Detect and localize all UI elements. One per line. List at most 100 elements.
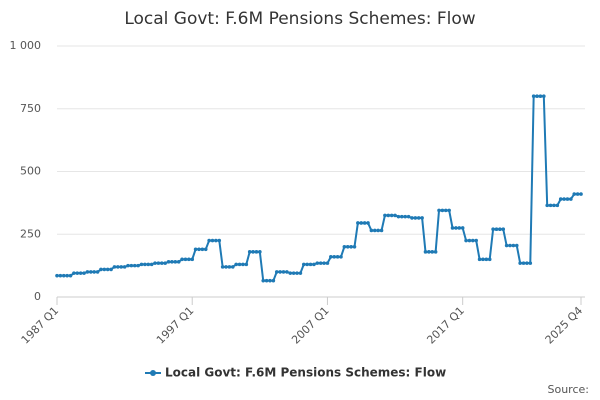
point <box>254 250 259 254</box>
point <box>116 265 120 269</box>
point <box>460 226 465 230</box>
point <box>156 261 161 265</box>
point <box>379 228 384 233</box>
point <box>420 216 424 220</box>
source: Source: <box>548 383 590 396</box>
x-tick-label: 1997 Q1 <box>154 304 197 347</box>
point <box>227 265 232 269</box>
point <box>109 267 113 272</box>
point <box>437 208 441 213</box>
line <box>57 95 581 282</box>
point <box>423 250 428 254</box>
point <box>406 214 411 219</box>
point <box>89 270 93 274</box>
point <box>511 243 516 248</box>
y-tick-label: 0 <box>34 290 41 303</box>
point <box>481 257 485 262</box>
point <box>322 261 326 265</box>
point <box>288 271 293 275</box>
point <box>281 270 286 274</box>
x-tick-label: 1987 Q1 <box>19 304 62 347</box>
point <box>356 221 360 225</box>
point <box>214 238 218 243</box>
point <box>203 247 208 252</box>
point <box>430 250 435 254</box>
point <box>454 226 458 230</box>
point <box>335 255 340 259</box>
point <box>187 257 191 262</box>
point <box>200 247 205 252</box>
point <box>538 94 543 98</box>
point <box>180 257 184 262</box>
point <box>514 243 519 248</box>
point <box>132 263 137 268</box>
point <box>345 245 350 249</box>
point <box>271 278 276 283</box>
point <box>525 261 529 265</box>
point <box>477 257 482 262</box>
point <box>498 227 502 232</box>
point <box>207 238 211 243</box>
point <box>160 261 164 265</box>
point <box>315 261 320 265</box>
point <box>545 203 549 208</box>
point <box>183 257 188 262</box>
point <box>548 203 553 208</box>
point <box>258 250 262 254</box>
point <box>450 226 455 230</box>
point <box>542 94 546 98</box>
point <box>241 262 245 267</box>
point <box>126 263 130 268</box>
point <box>122 265 127 269</box>
point <box>369 228 374 233</box>
point <box>190 257 195 262</box>
point <box>332 255 337 259</box>
point <box>400 214 404 219</box>
point <box>494 227 499 232</box>
point <box>261 278 266 283</box>
x-tick-label: 2017 Q1 <box>424 304 467 347</box>
point <box>359 221 364 225</box>
point <box>285 270 289 274</box>
point <box>501 227 506 232</box>
point <box>112 265 117 269</box>
point <box>565 197 570 201</box>
point <box>562 197 566 201</box>
point <box>471 238 475 243</box>
point <box>163 261 167 265</box>
point <box>58 273 63 278</box>
point <box>464 238 468 243</box>
point <box>99 267 103 272</box>
point <box>372 228 377 233</box>
point <box>295 271 299 275</box>
point <box>129 263 134 268</box>
point <box>173 260 178 264</box>
point <box>416 216 421 220</box>
point <box>467 238 472 243</box>
point <box>362 221 367 225</box>
point <box>75 271 80 275</box>
point <box>55 273 59 278</box>
point <box>433 250 438 254</box>
point <box>65 273 69 278</box>
point <box>579 192 583 196</box>
point <box>78 271 83 275</box>
point <box>427 250 431 254</box>
point <box>217 238 222 243</box>
point <box>518 261 522 265</box>
point <box>555 203 560 208</box>
point <box>95 270 100 274</box>
chart-title: Local Govt: F.6M Pensions Schemes: Flow <box>124 9 475 29</box>
point <box>105 267 110 272</box>
point <box>572 192 577 196</box>
point <box>484 257 489 262</box>
point <box>558 197 563 201</box>
point <box>535 94 539 98</box>
point <box>139 262 144 267</box>
point <box>92 270 96 274</box>
point <box>143 262 147 267</box>
point <box>312 262 316 267</box>
point <box>153 261 157 265</box>
point <box>274 270 279 274</box>
point <box>443 208 448 213</box>
